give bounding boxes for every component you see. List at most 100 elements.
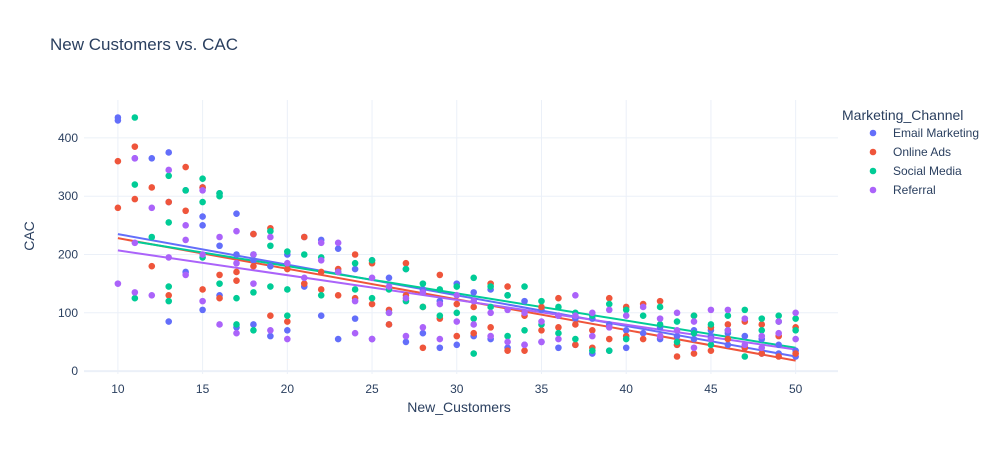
point-referral[interactable] [131,239,139,247]
point-social-media[interactable] [453,283,461,290]
point-referral[interactable] [233,329,240,337]
point-referral[interactable] [758,332,766,340]
point-email-marketing[interactable] [741,332,749,340]
point-email-marketing[interactable] [334,245,342,252]
point-referral[interactable] [385,309,393,317]
point-referral[interactable] [284,259,291,267]
point-online-ads[interactable] [775,353,782,360]
point-referral[interactable] [317,239,325,247]
point-referral[interactable] [216,233,223,241]
point-referral[interactable] [758,344,766,352]
point-referral[interactable] [165,166,173,174]
point-online-ads[interactable] [504,347,511,354]
legend-label-online-ads[interactable]: Online Ads [893,145,951,159]
point-online-ads[interactable] [216,294,223,302]
point-referral[interactable] [334,239,342,247]
point-email-marketing[interactable] [470,289,478,296]
point-referral[interactable] [521,309,528,317]
point-email-marketing[interactable] [351,265,359,273]
point-online-ads[interactable] [589,326,596,334]
point-email-marketing[interactable] [148,154,156,162]
point-social-media[interactable] [300,251,308,258]
point-online-ads[interactable] [165,291,173,299]
point-email-marketing[interactable] [250,321,257,328]
point-online-ads[interactable] [300,280,308,287]
point-referral[interactable] [216,321,223,328]
point-email-marketing[interactable] [250,257,257,264]
point-online-ads[interactable] [300,233,308,241]
point-social-media[interactable] [351,286,359,293]
point-social-media[interactable] [589,347,596,354]
point-referral[interactable] [605,324,613,331]
point-referral[interactable] [639,303,647,311]
point-social-media[interactable] [436,312,444,320]
point-social-media[interactable] [605,300,613,308]
point-online-ads[interactable] [504,283,511,290]
point-social-media[interactable] [487,303,494,311]
point-referral[interactable] [673,326,681,334]
point-social-media[interactable] [707,341,715,349]
point-email-marketing[interactable] [622,326,630,334]
point-online-ads[interactable] [250,262,257,270]
point-email-marketing[interactable] [419,329,427,337]
point-online-ads[interactable] [182,207,189,215]
point-online-ads[interactable] [605,335,613,343]
point-social-media[interactable] [250,326,257,334]
point-social-media[interactable] [199,175,206,183]
point-referral[interactable] [453,291,461,299]
point-referral[interactable] [148,204,156,212]
point-online-ads[interactable] [470,303,478,311]
point-referral[interactable] [741,315,749,322]
point-email-marketing[interactable] [402,338,410,346]
point-referral[interactable] [470,321,478,328]
point-social-media[interactable] [368,294,376,302]
point-email-marketing[interactable] [436,344,444,352]
point-referral[interactable] [351,297,359,305]
point-referral[interactable] [300,274,308,282]
point-referral[interactable] [487,332,494,340]
point-online-ads[interactable] [673,353,681,360]
point-social-media[interactable] [792,326,799,334]
point-social-media[interactable] [233,321,240,328]
legend-label-email-marketing[interactable]: Email Marketing [893,126,979,140]
point-social-media[interactable] [470,274,478,282]
point-social-media[interactable] [724,312,732,320]
legend-label-referral[interactable]: Referral [893,183,936,197]
point-social-media[interactable] [758,326,766,334]
point-email-marketing[interactable] [233,210,240,217]
point-social-media[interactable] [165,172,173,180]
point-referral[interactable] [114,280,122,287]
point-social-media[interactable] [775,312,782,320]
point-email-marketing[interactable] [724,341,732,349]
point-online-ads[interactable] [521,347,528,354]
point-online-ads[interactable] [284,265,291,273]
point-social-media[interactable] [165,297,173,305]
point-email-marketing[interactable] [284,326,291,334]
point-online-ads[interactable] [572,341,579,349]
point-referral[interactable] [707,306,715,314]
point-referral[interactable] [182,271,189,279]
point-social-media[interactable] [470,350,478,357]
point-referral[interactable] [622,312,630,320]
point-referral[interactable] [131,289,139,296]
point-referral[interactable] [317,257,325,264]
point-social-media[interactable] [707,321,715,328]
point-referral[interactable] [555,312,562,320]
point-social-media[interactable] [267,227,274,235]
point-email-marketing[interactable] [775,341,782,349]
point-online-ads[interactable] [165,198,173,206]
point-social-media[interactable] [656,303,664,311]
point-social-media[interactable] [538,297,545,305]
point-online-ads[interactable] [148,262,156,270]
point-online-ads[interactable] [707,347,715,354]
point-referral[interactable] [267,233,274,241]
point-referral[interactable] [741,341,749,349]
point-online-ads[interactable] [216,271,223,279]
point-email-marketing[interactable] [622,344,630,352]
point-referral[interactable] [707,335,715,343]
point-social-media[interactable] [216,192,223,200]
point-social-media[interactable] [267,242,274,250]
point-online-ads[interactable] [114,157,122,165]
point-social-media[interactable] [351,259,359,267]
point-online-ads[interactable] [199,286,206,293]
